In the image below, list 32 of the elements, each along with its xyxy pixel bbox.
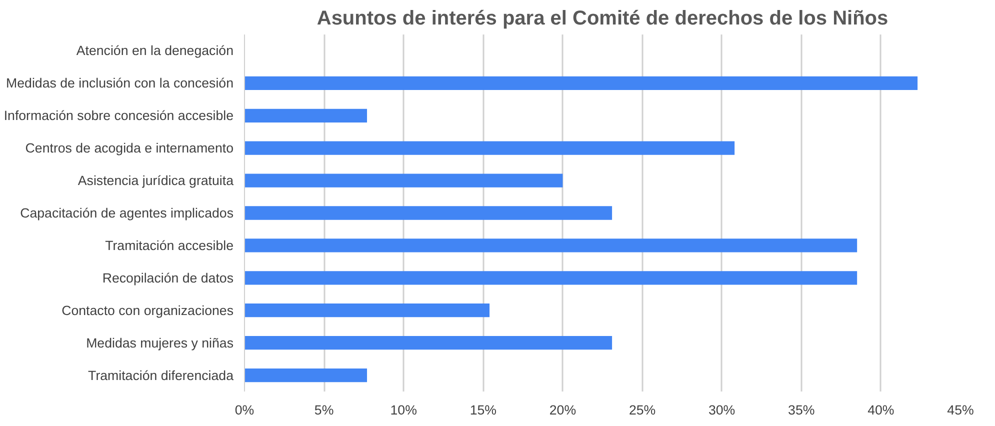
bar [244,141,735,155]
bar [244,336,612,350]
x-tick-label: 45% [947,402,974,418]
y-tick-label: Tramitación diferenciada [88,368,234,383]
y-tick-label: Tramitación accesible [105,238,234,253]
x-tick-label: 15% [470,402,497,418]
bar [244,206,612,220]
bar [244,174,563,188]
chart-title: Asuntos de interés para el Comité de derechos de los Niños [316,8,888,30]
bar [244,304,490,318]
y-tick-label: Medidas de inclusión con la concesión [6,76,234,91]
y-tick-label: Asistencia jurídica gratuita [78,173,234,188]
x-tick-label: 30% [708,402,736,418]
bar [244,271,858,285]
bar [244,108,368,122]
y-tick-label: Centros de acogida e internamento [25,140,234,156]
bar [244,368,368,382]
bar [244,238,858,252]
x-tick-label: 0% [234,402,254,418]
y-tick-label: Información sobre concesión accesible [4,108,234,124]
x-tick-label: 20% [549,402,576,418]
y-tick-label: Medidas mujeres y niñas [86,335,234,350]
x-tick-label: 5% [314,402,334,418]
y-tick-label: Capacitación de agentes implicados [20,206,234,220]
x-tick-label: 25% [628,402,656,418]
bar [244,76,918,90]
y-tick-label: Recopilación de datos [102,270,234,286]
y-tick-label: Contacto con organizaciones [62,302,234,318]
y-tick-label: Atención en la denegación [76,43,234,58]
x-tick-label: 35% [788,402,815,418]
x-tick-label: 10% [390,402,418,418]
x-tick-label: 40% [868,402,894,418]
